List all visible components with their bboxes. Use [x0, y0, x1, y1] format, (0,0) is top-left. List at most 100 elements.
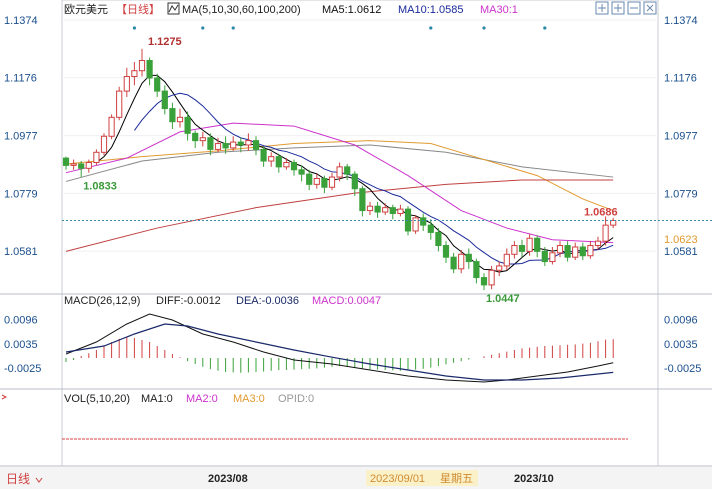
- candle: [199, 131, 206, 147]
- candle: [442, 241, 450, 264]
- candle: [184, 111, 191, 141]
- candle: [503, 248, 510, 271]
- candle: [321, 175, 328, 194]
- candle: [534, 235, 541, 258]
- period-switch-button[interactable]: 日线: [6, 472, 30, 486]
- candle: [344, 163, 351, 180]
- toolbar: [595, 1, 657, 15]
- event-dot[interactable]: [482, 26, 486, 30]
- candle: [351, 171, 358, 196]
- dea-line: [65, 323, 614, 381]
- ma30-value: MA30:1: [480, 4, 518, 16]
- event-dot[interactable]: [543, 26, 547, 30]
- vol-ma1: MA1:0: [141, 393, 173, 405]
- grid: [0, 0, 712, 467]
- candle: [382, 203, 389, 215]
- candle: [252, 136, 260, 156]
- right-tick-label: 1.1176: [664, 73, 697, 85]
- left-tick-label: 1.1374: [4, 15, 38, 27]
- cursor-date: 2023/09/01: [370, 473, 425, 485]
- candle: [458, 249, 465, 274]
- candle: [549, 246, 556, 265]
- left-tick-label: 1.0581: [4, 246, 38, 258]
- ma5-value: MA5:1.0612: [322, 4, 381, 16]
- candle: [70, 159, 77, 170]
- vol-header: VOL(5,10,20) MA1:0 MA2:0 MA3:0 OPID:0: [1, 393, 314, 405]
- event-dot[interactable]: [132, 26, 136, 30]
- ma-right-value: 1.0623: [664, 234, 698, 246]
- macd-right-tick: -0.0025: [664, 363, 701, 375]
- ma30-line: [65, 122, 614, 244]
- vol-ma3: MA3:0: [233, 393, 265, 405]
- period-dropdown-icon[interactable]: [35, 477, 43, 483]
- candle: [526, 233, 533, 256]
- candle: [108, 114, 115, 140]
- candle: [245, 133, 252, 151]
- candle: [123, 67, 130, 97]
- macd-lines: [65, 313, 614, 383]
- candle: [328, 172, 336, 191]
- candle: [594, 236, 602, 250]
- crosshair-icon[interactable]: [595, 1, 609, 15]
- candle: [169, 102, 176, 129]
- cursor-weekday: 星期五: [440, 472, 473, 485]
- macd-value: MACD:0.0047: [312, 295, 381, 307]
- candle: [85, 159, 92, 173]
- candle: [283, 158, 290, 170]
- macd-dea: DEA:-0.0036: [236, 295, 299, 307]
- candle: [306, 169, 313, 191]
- macd-histogram: [65, 337, 614, 373]
- candle: [397, 204, 404, 217]
- ma-toggle-glyph-icon: [168, 4, 179, 13]
- candle: [473, 258, 480, 284]
- candle: [480, 273, 488, 291]
- candle: [207, 133, 214, 156]
- event-dot[interactable]: [201, 26, 205, 30]
- event-dot[interactable]: [231, 26, 235, 30]
- candle: [488, 265, 495, 290]
- settings-icon[interactable]: [643, 1, 657, 15]
- candle: [146, 57, 153, 86]
- low-annotation-2: 1.0447: [486, 293, 520, 305]
- candle: [602, 216, 609, 246]
- low-annotation-1: 1.0833: [83, 181, 117, 193]
- candle: [268, 152, 275, 167]
- candlesticks: [62, 48, 617, 291]
- bottom-bar: 日线 2023/08 2023/09/01 星期五 2023/10: [0, 467, 712, 489]
- candle: [78, 161, 85, 178]
- left-tick-label: 1.0779: [4, 188, 38, 200]
- ma60-line: [65, 144, 614, 182]
- candle: [138, 48, 146, 77]
- candle: [298, 165, 305, 182]
- ma-toggle-icon[interactable]: [167, 2, 180, 15]
- collapse-arrow-icon[interactable]: [1, 394, 8, 400]
- price-axis-left: 1.1374 1.1176 1.0977 1.0779 1.0581: [4, 15, 38, 258]
- right-tick-label: 1.0977: [664, 131, 698, 143]
- event-dot[interactable]: [429, 26, 433, 30]
- candle: [366, 201, 374, 215]
- candle: [154, 73, 161, 97]
- left-tick-label: 1.1176: [4, 73, 37, 85]
- candle: [192, 130, 199, 148]
- candle: [511, 241, 518, 259]
- price-axis-right: 1.1374 1.1176 1.0977 1.0779 1.0581: [664, 15, 698, 258]
- macd-header: MACD(26,12,9) DIFF:-0.0012 DEA:-0.0036 M…: [64, 295, 381, 307]
- vol-params: VOL(5,10,20): [64, 393, 130, 405]
- zoom-in-icon[interactable]: [611, 1, 625, 15]
- candle: [336, 162, 343, 182]
- candle: [556, 241, 564, 258]
- macd-params: MACD(26,12,9): [64, 295, 140, 307]
- period-label: 【日线】: [116, 2, 160, 16]
- candle: [435, 228, 442, 252]
- macd-dif: DIFF:-0.0012: [156, 295, 221, 307]
- candle: [222, 136, 229, 154]
- cursor-date-box: [366, 470, 478, 486]
- right-tick-label: 1.0779: [664, 188, 698, 200]
- candle: [427, 219, 434, 240]
- candle: [176, 108, 184, 128]
- left-tick-label: 1.0977: [4, 131, 38, 143]
- event-markers: [132, 26, 547, 30]
- dif-line: [65, 313, 614, 383]
- zoom-out-icon[interactable]: [627, 1, 641, 15]
